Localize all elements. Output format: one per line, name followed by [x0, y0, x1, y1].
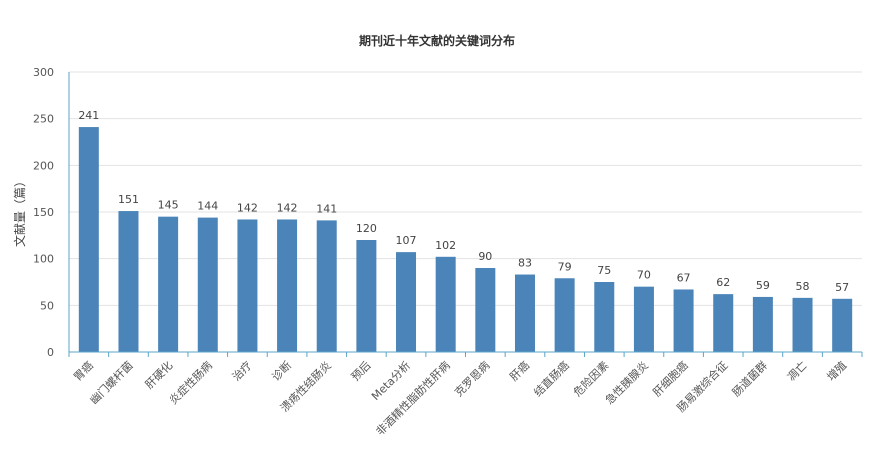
data-label: 241	[78, 109, 99, 122]
bar	[792, 297, 813, 352]
data-label: 142	[237, 201, 258, 214]
y-tick-label: 100	[33, 253, 54, 266]
data-label: 59	[756, 279, 770, 292]
data-label: 144	[197, 200, 218, 213]
chart-title: 期刊近十年文献的关键词分布	[359, 33, 515, 48]
data-label: 107	[396, 234, 417, 247]
data-label: 75	[597, 264, 611, 277]
x-tick-label: 肝细胞癌	[650, 358, 691, 399]
data-label: 83	[518, 257, 532, 270]
x-axis-tick-marks	[68, 352, 863, 357]
bar	[78, 127, 99, 352]
bar	[594, 282, 615, 352]
data-labels: 241 151 145 144 142 142 141 120 107 102 90 83 79 75 70…	[78, 109, 849, 294]
x-tick-label: 急性胰腺炎	[602, 358, 651, 407]
y-axis-label: 文献量（篇）	[12, 175, 27, 247]
y-tick-label: 150	[33, 206, 54, 219]
data-label: 79	[558, 260, 572, 273]
x-tick-label: 增殖	[824, 358, 849, 383]
bar	[197, 217, 218, 352]
bar	[673, 289, 694, 352]
data-label: 58	[796, 280, 810, 293]
data-label: 70	[637, 269, 651, 282]
bar	[118, 211, 139, 352]
data-label: 141	[316, 202, 337, 215]
data-label: 145	[158, 199, 179, 212]
data-label: 151	[118, 193, 139, 206]
y-tick-label: 200	[33, 159, 54, 172]
data-label: 90	[478, 250, 492, 263]
bar	[316, 220, 337, 352]
data-label: 142	[277, 201, 298, 214]
x-tick-label: 危险因素	[570, 358, 611, 399]
bar	[396, 252, 417, 352]
bars	[78, 127, 853, 352]
x-tick-label: 肝硬化	[142, 358, 175, 391]
bar	[752, 296, 773, 352]
data-label: 67	[677, 271, 691, 284]
bar	[435, 256, 456, 352]
x-tick-label: 诊断	[269, 358, 294, 383]
bar	[237, 219, 258, 352]
gridlines	[69, 71, 862, 306]
y-tick-label: 250	[33, 113, 54, 126]
bar	[277, 219, 298, 352]
x-tick-label: 幽门螺杆菌	[87, 358, 136, 407]
x-tick-label: 预后	[349, 359, 374, 384]
bar	[514, 274, 535, 352]
y-axis-ticks: 0 50 100 150 200 250 300	[33, 66, 54, 359]
data-label: 62	[716, 276, 730, 289]
bar	[356, 240, 377, 352]
x-tick-label: 结直肠癌	[531, 358, 572, 399]
bar	[713, 294, 734, 352]
x-tick-label: 胃癌	[70, 358, 95, 383]
bar	[832, 298, 853, 352]
x-tick-label: 炎症性肠病	[166, 358, 215, 407]
x-tick-label: 克罗恩病	[451, 358, 492, 399]
data-label: 57	[835, 281, 849, 294]
x-tick-label: 肠道菌群	[729, 358, 770, 399]
x-tick-label: 治疗	[229, 358, 254, 383]
data-label: 120	[356, 222, 377, 235]
bar	[633, 286, 654, 352]
data-label: 102	[435, 239, 456, 252]
x-tick-label: 非酒精性脂肪性肝病	[373, 358, 453, 438]
x-tick-label: 肝癌	[507, 358, 532, 383]
y-tick-label: 50	[40, 299, 54, 312]
y-tick-label: 0	[47, 346, 54, 359]
bar	[554, 278, 575, 352]
x-tick-label: 凋亡	[784, 358, 809, 383]
bar	[158, 216, 179, 352]
bar	[475, 268, 496, 352]
y-tick-label: 300	[33, 66, 54, 79]
